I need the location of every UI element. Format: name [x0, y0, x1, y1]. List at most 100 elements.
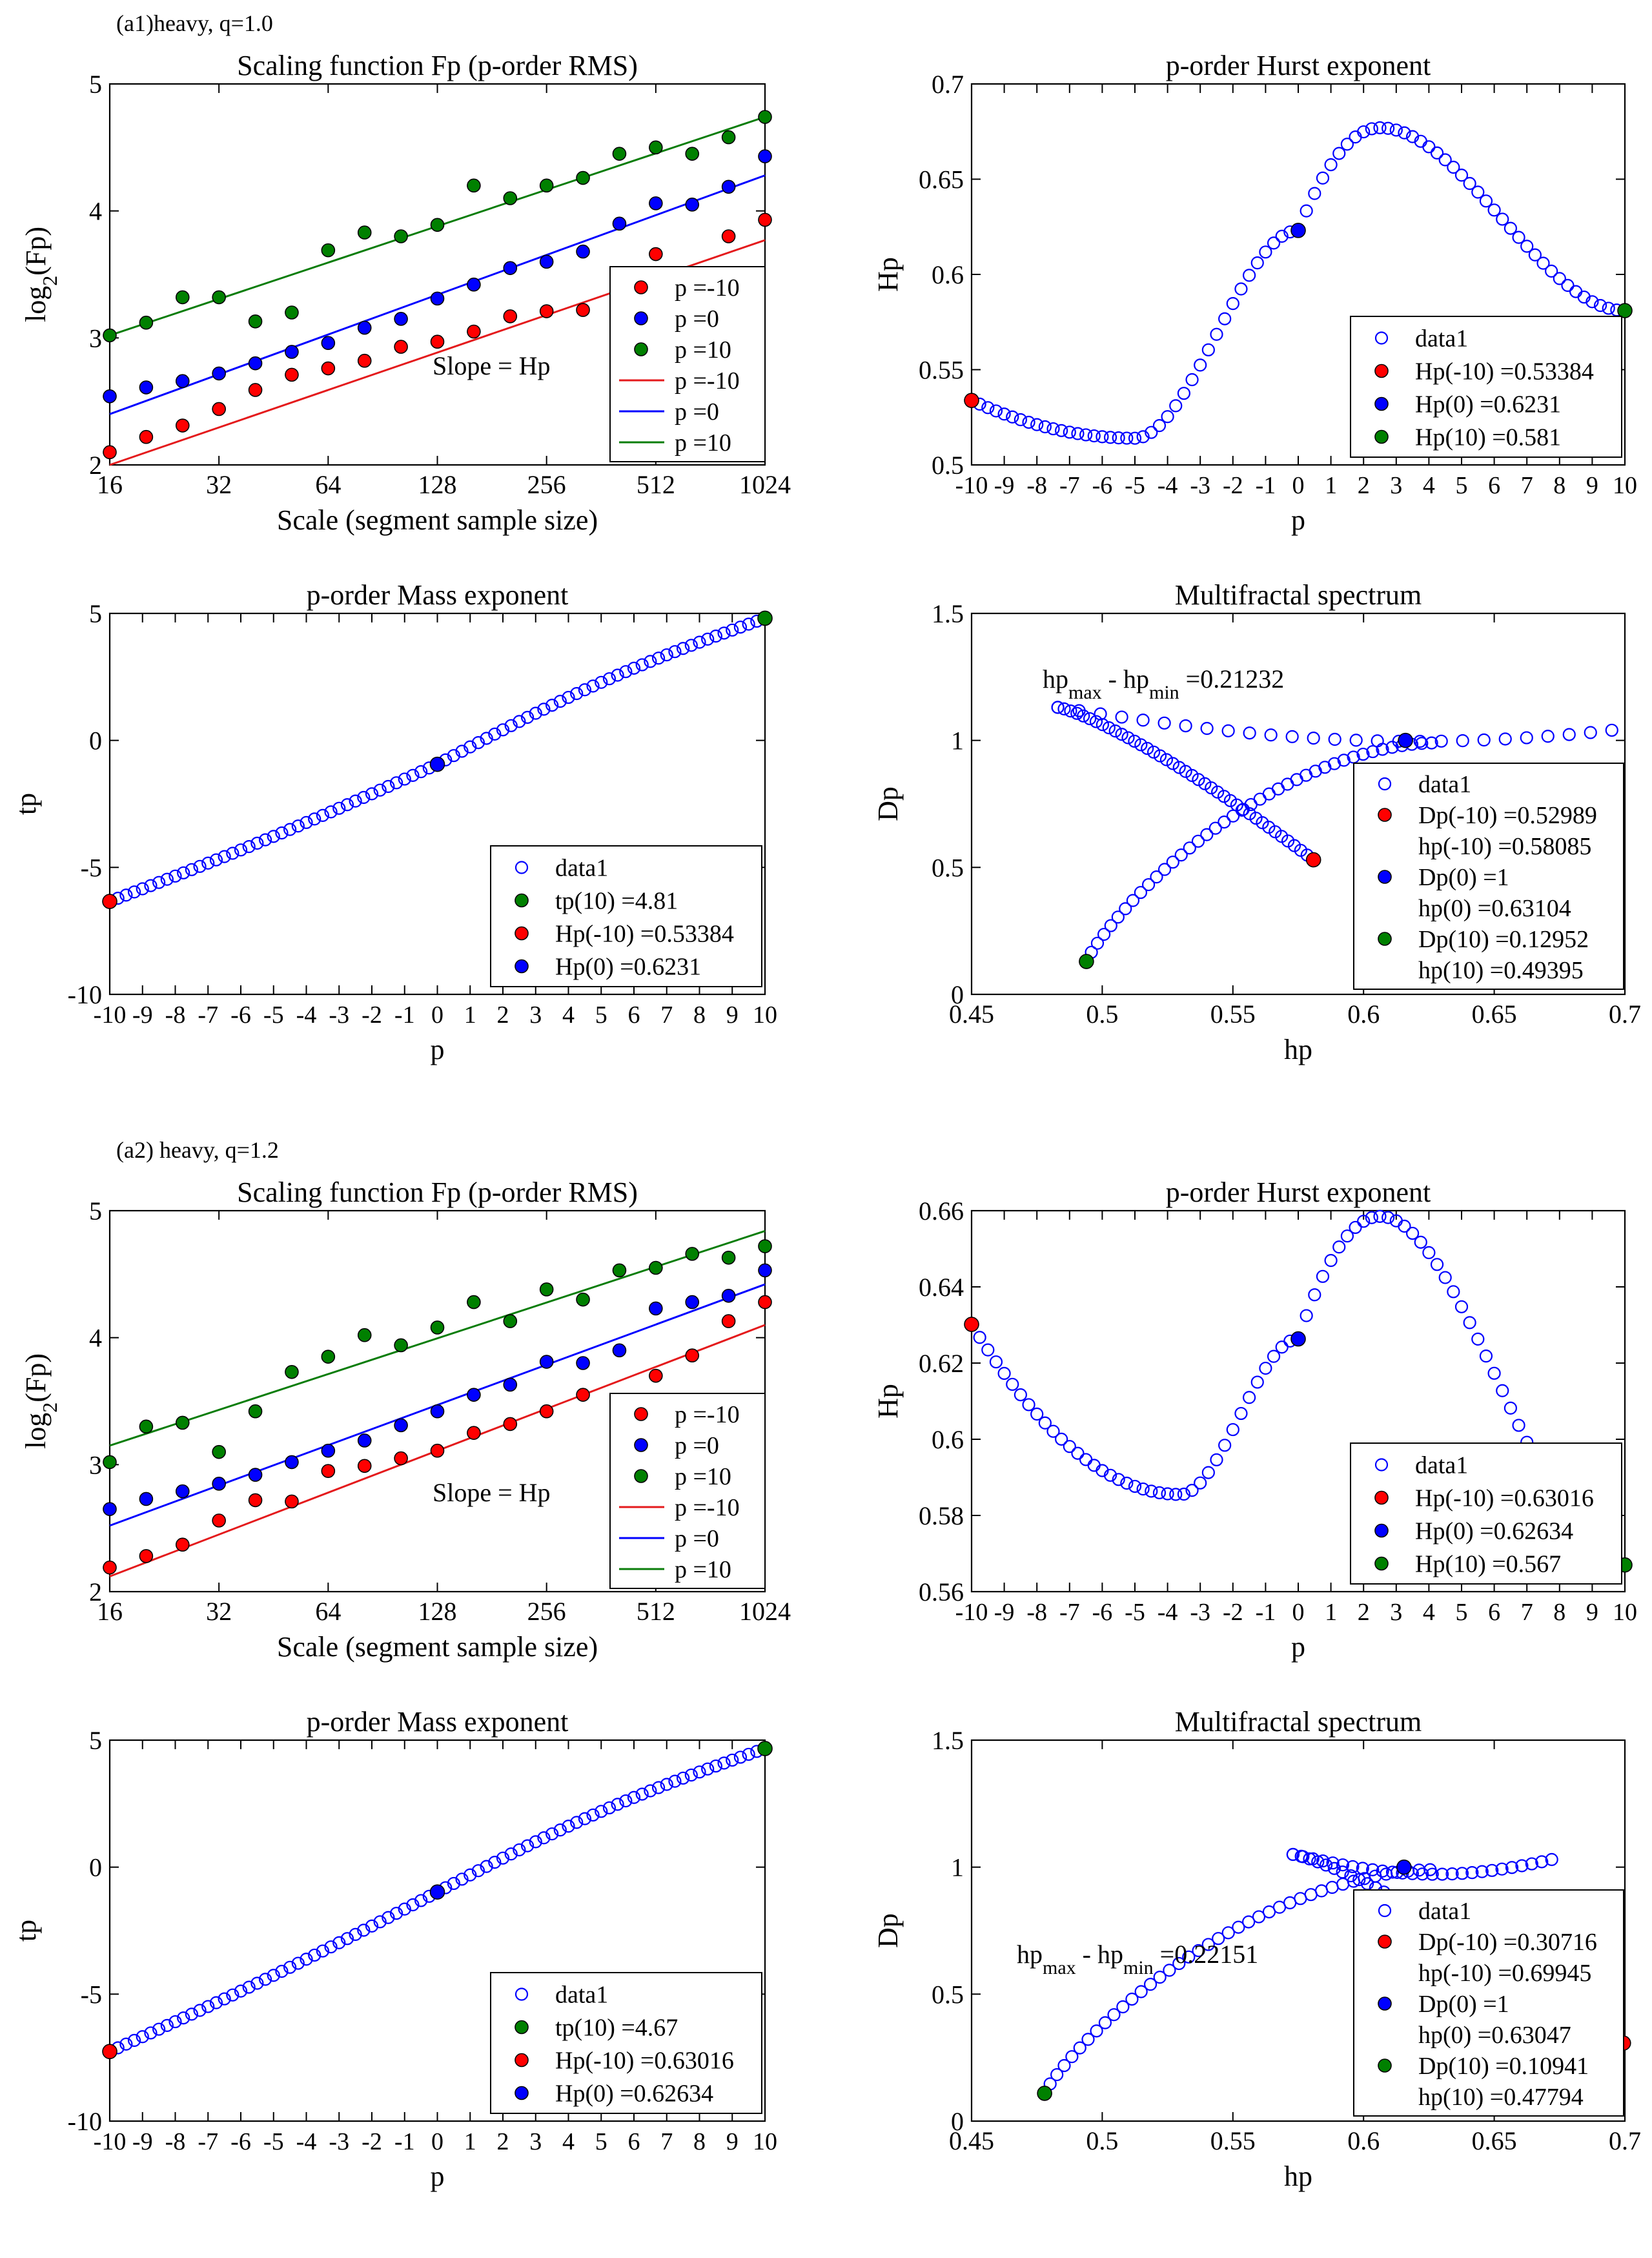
mass-point — [185, 2007, 198, 2021]
scaling-point-green — [430, 1320, 445, 1335]
mass-point — [701, 1762, 715, 1776]
spectrum-legend-box — [1353, 1889, 1624, 2117]
spectrum-point — [1249, 812, 1263, 825]
spectrum-xlabel: hp — [1284, 1034, 1312, 1065]
hurst-point — [1332, 147, 1346, 160]
spectrum-point — [1434, 734, 1448, 748]
mass-xtick-label: 0 — [431, 2128, 444, 2155]
mass-point — [275, 1964, 289, 1978]
hurst-xlabel: p — [1291, 504, 1305, 536]
spectrum-point — [1125, 1992, 1139, 2006]
hurst-point — [1357, 1215, 1371, 1228]
hurst-xtick-label: -5 — [1125, 472, 1145, 499]
spectrum-legend-entry: Dp(-10) =0.52989 — [1418, 802, 1597, 829]
hurst-point — [1593, 299, 1607, 313]
scaling-point-blue — [467, 1388, 481, 1402]
spectrum-point — [1520, 731, 1533, 744]
hurst-point — [1496, 212, 1509, 226]
hurst-point — [1128, 1479, 1142, 1493]
hurst-point — [973, 1331, 986, 1344]
scaling-point-red — [248, 1493, 263, 1508]
mass-ytick-label: -5 — [81, 1980, 102, 2009]
hurst-point — [1504, 221, 1517, 235]
scaling-legend-entry: p =10 — [675, 1556, 731, 1583]
mass-point — [677, 1771, 690, 1785]
spectrum-point — [1057, 702, 1071, 715]
hurst-point — [1210, 327, 1223, 341]
spectrum-point — [1327, 1862, 1341, 1875]
scaling-point-red — [139, 429, 154, 444]
scaling-point-red — [430, 1443, 445, 1458]
hurst-xtick-label: -1 — [1256, 1599, 1276, 1626]
mass-point — [193, 859, 207, 873]
scaling-point-red — [285, 367, 299, 382]
mass-point — [471, 736, 485, 750]
mass-point — [562, 690, 575, 704]
mass-point — [373, 1915, 387, 1929]
scaling-xtick-label: 512 — [637, 1597, 675, 1626]
mass-legend-marker-open — [515, 1987, 529, 2001]
mass-point — [152, 2022, 166, 2036]
mass-xtick-label: -10 — [94, 2128, 127, 2155]
scaling-legend-entry: p =10 — [675, 336, 731, 364]
spectrum-point — [1166, 856, 1179, 869]
mass-point — [693, 1765, 706, 1779]
spectrum-point — [1081, 2033, 1095, 2046]
hurst-point — [1259, 1361, 1272, 1375]
mass-point — [455, 744, 469, 758]
mass-xtick-label: 5 — [595, 1001, 607, 1029]
hurst-point — [1332, 1240, 1346, 1254]
scaling-point-red — [649, 247, 663, 262]
spectrum-xlabel: hp — [1284, 2160, 1312, 2192]
scaling-point-blue — [321, 336, 336, 351]
spectrum-point — [1147, 745, 1161, 759]
hurst-point-zero — [1290, 223, 1306, 238]
spectrum-legend-marker-red — [1378, 1935, 1392, 1949]
scaling-legend-entry: p =-10 — [675, 1401, 740, 1428]
scaling-point-blue — [248, 1468, 263, 1482]
spectrum-point — [1070, 706, 1084, 720]
mass-legend-marker-green — [515, 893, 529, 908]
mass-legend-entry: Hp(-10) =0.63016 — [555, 2048, 734, 2075]
scaling-point-blue — [321, 1443, 336, 1458]
mass-point — [234, 843, 248, 857]
mass-point — [578, 683, 591, 697]
spectrum-point — [1192, 773, 1205, 786]
hurst-point — [1422, 140, 1436, 154]
mass-xlabel: p — [431, 1034, 445, 1065]
mass-xtick-label: -5 — [263, 1001, 284, 1029]
spectrum-title: Multifractal spectrum — [1175, 1706, 1422, 1738]
hurst-point — [1512, 231, 1525, 244]
scaling-point-blue — [212, 1477, 226, 1491]
spectrum-point — [1525, 1857, 1538, 1871]
spectrum-point — [1174, 848, 1188, 862]
hurst-xtick-label: 6 — [1488, 1599, 1500, 1626]
mass-point — [201, 856, 215, 870]
hurst-point — [1046, 422, 1060, 436]
mass-xtick-label: -5 — [263, 2128, 284, 2155]
scaling-ytick-label: 4 — [89, 1324, 102, 1353]
mass-point — [513, 715, 526, 728]
spectrum-xtick-label: 0.65 — [1472, 1000, 1517, 1029]
spectrum-legend-marker-open — [1378, 1904, 1392, 1918]
scaling-ylabel: log2(Fp) — [20, 227, 61, 322]
spectrum-point — [1157, 716, 1171, 730]
scaling-point-red — [357, 353, 372, 368]
hurst-point — [1079, 428, 1093, 442]
hurst-point — [1398, 1219, 1411, 1233]
mass-xtick-label: -8 — [165, 2128, 186, 2155]
spectrum-ytick-label: 1 — [951, 1853, 964, 1882]
spectrum-point — [1179, 719, 1192, 733]
hurst-xtick-label: -6 — [1092, 1599, 1113, 1626]
mass-point — [119, 2037, 133, 2051]
mass-point — [226, 847, 240, 860]
spectrum-point — [1252, 1910, 1266, 1924]
scaling-point-blue — [503, 1377, 518, 1392]
mass-xtick-label: -9 — [132, 1001, 153, 1029]
mass-point — [464, 1868, 477, 1882]
scaling-point-blue — [357, 320, 372, 335]
mass-xtick-label: 7 — [660, 1001, 673, 1029]
hurst-point — [1161, 410, 1174, 424]
mass-point — [283, 1960, 297, 1974]
hurst-point — [1340, 138, 1354, 151]
